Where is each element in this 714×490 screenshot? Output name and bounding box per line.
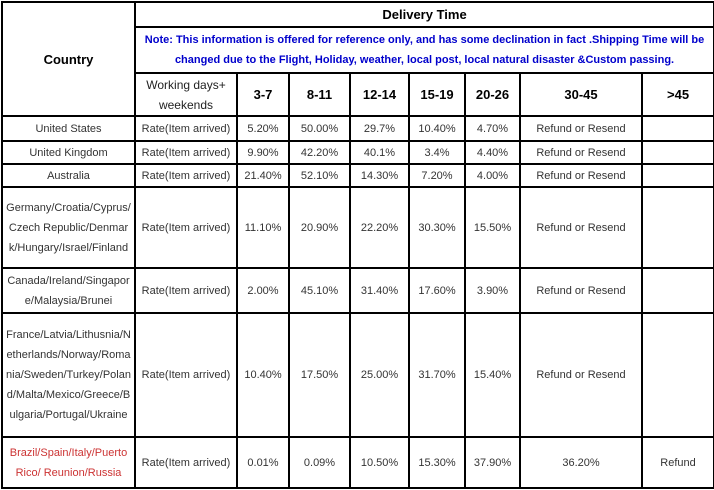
- value-cell: 15.40%: [464, 312, 521, 438]
- value-cell: 3.4%: [408, 140, 466, 165]
- country-cell: Germany/Croatia/Cyprus/Czech Republic/De…: [1, 186, 136, 269]
- col-header-30-45: 30-45: [519, 72, 643, 117]
- value-cell: 14.30%: [349, 163, 410, 188]
- rate-cell: Rate(Item arrived): [134, 115, 238, 142]
- col-header-15-19: 15-19: [408, 72, 466, 117]
- col-header-12-14: 12-14: [349, 72, 410, 117]
- header-title-row: Country Delivery Time: [1, 1, 714, 117]
- value-cell: 11.10%: [236, 186, 290, 269]
- value-cell: 10.50%: [349, 436, 410, 489]
- value-cell: 15.50%: [464, 186, 521, 269]
- note-line-2: changed due to the Flight, Holiday, weat…: [174, 54, 675, 66]
- col-header-20-26: 20-26: [464, 72, 521, 117]
- note-line-1: Note: This information is offered for re…: [144, 34, 705, 46]
- value-cell: 42.20%: [288, 140, 351, 165]
- value-cell: 10.40%: [408, 115, 466, 142]
- value-cell: 17.50%: [288, 312, 351, 438]
- value-cell: Refund or Resend: [519, 267, 643, 314]
- table-row-united-kingdom: United Kingdom Rate(Item arrived) 9.90% …: [1, 140, 714, 165]
- value-cell: 4.00%: [464, 163, 521, 188]
- country-cell: United Kingdom: [1, 140, 136, 165]
- value-cell: 20.90%: [288, 186, 351, 269]
- header-columns-row: Working days+ weekends 3-7 8-11 12-14 15…: [2, 72, 714, 117]
- value-cell: 9.90%: [236, 140, 290, 165]
- value-cell: [640, 312, 714, 438]
- value-cell: Refund: [640, 436, 714, 489]
- rate-cell: Rate(Item arrived): [134, 267, 238, 314]
- value-cell: 30.30%: [408, 186, 466, 269]
- value-cell: [640, 186, 714, 269]
- value-cell: Refund or Resend: [519, 163, 643, 188]
- value-cell: 10.40%: [236, 312, 290, 438]
- value-cell: [640, 115, 714, 142]
- col-header-working-days: Working days+ weekends: [134, 72, 238, 117]
- value-cell: 3.90%: [464, 267, 521, 314]
- table-row-united-states: United States Rate(Item arrived) 5.20% 5…: [1, 115, 714, 142]
- rate-cell: Rate(Item arrived): [134, 163, 238, 188]
- country-cell: Australia: [1, 163, 136, 188]
- value-cell: 45.10%: [288, 267, 351, 314]
- value-cell: Refund or Resend: [519, 140, 643, 165]
- value-cell: 0.09%: [288, 436, 351, 489]
- country-cell: France/Latvia/Lithusnia/Netherlands/Norw…: [1, 312, 136, 438]
- value-cell: [640, 140, 714, 165]
- value-cell: 36.20%: [519, 436, 643, 489]
- col-header-3-7: 3-7: [236, 72, 290, 117]
- header-note-row: Note: This information is offered for re…: [2, 26, 714, 74]
- country-cell: United States: [1, 115, 136, 142]
- rate-cell: Rate(Item arrived): [134, 186, 238, 269]
- value-cell: Refund or Resend: [519, 186, 643, 269]
- value-cell: 37.90%: [464, 436, 521, 489]
- table-row-canada-group: Canada/Ireland/Singapore/Malaysia/Brunei…: [1, 267, 714, 314]
- col-header-8-11: 8-11: [288, 72, 351, 117]
- rate-cell: Rate(Item arrived): [134, 140, 238, 165]
- value-cell: 25.00%: [349, 312, 410, 438]
- value-cell: Refund or Resend: [519, 312, 643, 438]
- value-cell: 31.70%: [408, 312, 466, 438]
- value-cell: [640, 267, 714, 314]
- value-cell: 5.20%: [236, 115, 290, 142]
- value-cell: 40.1%: [349, 140, 410, 165]
- table-row-australia: Australia Rate(Item arrived) 21.40% 52.1…: [1, 163, 714, 188]
- value-cell: 52.10%: [288, 163, 351, 188]
- value-cell: 17.60%: [408, 267, 466, 314]
- value-cell: [640, 163, 714, 188]
- table-row-france-group: France/Latvia/Lithusnia/Netherlands/Norw…: [1, 312, 714, 438]
- value-cell: 21.40%: [236, 163, 290, 188]
- value-cell: Refund or Resend: [519, 115, 643, 142]
- col-header-over-45: >45: [640, 72, 714, 117]
- rate-cell: Rate(Item arrived): [134, 436, 238, 489]
- value-cell: 22.20%: [349, 186, 410, 269]
- country-cell: Canada/Ireland/Singapore/Malaysia/Brunei: [1, 267, 136, 314]
- value-cell: 31.40%: [349, 267, 410, 314]
- value-cell: 50.00%: [288, 115, 351, 142]
- table-row-germany-group: Germany/Croatia/Cyprus/Czech Republic/De…: [1, 186, 714, 269]
- value-cell: 4.40%: [464, 140, 521, 165]
- value-cell: 2.00%: [236, 267, 290, 314]
- country-header: Country: [1, 1, 136, 117]
- value-cell: 29.7%: [349, 115, 410, 142]
- value-cell: 4.70%: [464, 115, 521, 142]
- value-cell: 15.30%: [408, 436, 466, 489]
- note-cell: Note: This information is offered for re…: [133, 26, 714, 74]
- value-cell: 7.20%: [408, 163, 466, 188]
- country-cell: Brazil/Spain/Italy/Puerto Rico/ Reunion/…: [1, 436, 136, 489]
- rate-cell: Rate(Item arrived): [134, 312, 238, 438]
- table-row-brazil-group: Brazil/Spain/Italy/Puerto Rico/ Reunion/…: [1, 436, 714, 489]
- delivery-time-header: Delivery Time: [133, 1, 714, 28]
- value-cell: 0.01%: [236, 436, 290, 489]
